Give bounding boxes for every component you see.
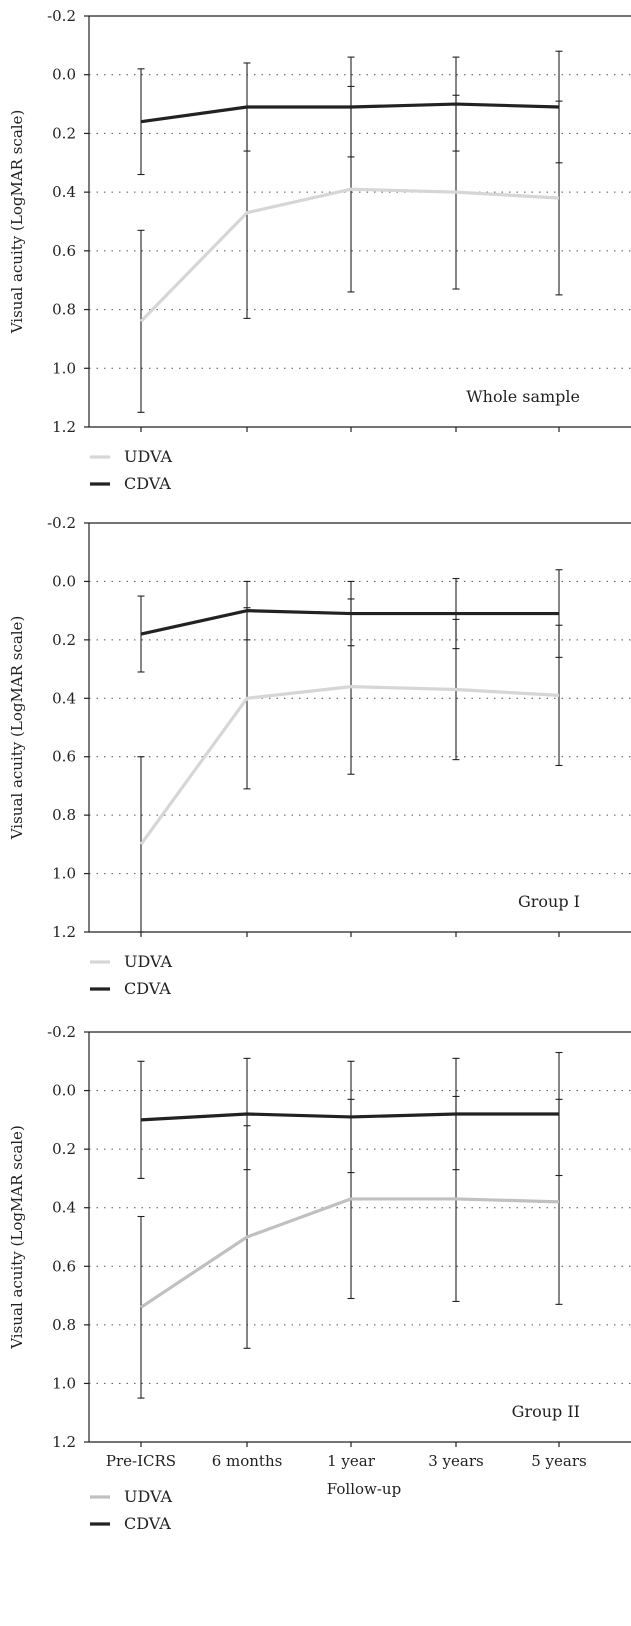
y-tick-label: 0.6 [52, 242, 76, 260]
y-tick-label: 0.2 [52, 1140, 76, 1158]
x-tick-label: Pre-ICRS [106, 1452, 176, 1470]
series-line-cdva [140, 102, 560, 124]
series-line-udva [139, 684, 560, 846]
y-tick-label: 1.0 [52, 359, 76, 377]
y-tick-label: 0.2 [52, 124, 76, 142]
y-tick-label: 1.2 [52, 1433, 76, 1451]
y-tick-label: 1.2 [52, 923, 76, 941]
panel-annotation: Group I [518, 892, 580, 911]
legend-label-cdva: CDVA [124, 1514, 171, 1533]
y-tick-label: 0.8 [52, 806, 76, 824]
y-tick-label: -0.2 [47, 1023, 76, 1041]
y-tick-label: 0.4 [52, 1199, 76, 1217]
y-tick-label: 1.0 [52, 865, 76, 883]
y-tick-label: 0.8 [52, 301, 76, 319]
series-line-cdva [140, 609, 559, 636]
y-axis-title: Visual acuity (LogMAR scale) [8, 616, 26, 841]
x-tick-label: 6 months [212, 1452, 283, 1470]
y-axis-title: Visual acuity (LogMAR scale) [8, 110, 26, 335]
series-udva [137, 85, 563, 413]
series-line-cdva [140, 1112, 559, 1122]
chart-panel-whole-sample: -0.2 0.0 0.2 0.4 0.6 0.8 1.0 1.2 Visual acuity (… [8, 7, 631, 493]
series-line-udva [139, 187, 560, 323]
y-tick-label: 0.0 [52, 572, 76, 590]
y-tick-label: 1.2 [52, 418, 76, 436]
legend-label-udva: UDVA [124, 952, 173, 971]
y-tick-label: -0.2 [47, 7, 76, 25]
x-tick-label: 5 years [531, 1452, 586, 1470]
panel-annotation: Group II [512, 1402, 580, 1421]
x-tick-label: 1 year [327, 1452, 376, 1470]
y-tick-label: 0.6 [52, 1257, 76, 1275]
panel-annotation: Whole sample [466, 387, 580, 406]
y-axis-title: Visual acuity (LogMAR scale) [8, 1125, 26, 1350]
chart-panel-group-ii: -0.2 0.0 0.2 0.4 0.6 0.8 1.0 1.2 Visual acuity (… [8, 1023, 631, 1533]
y-tick-label: 0.6 [52, 748, 76, 766]
y-tick-label: 0.0 [52, 66, 76, 84]
x-tick-label: 3 years [428, 1452, 483, 1470]
y-tick-label: 0.4 [52, 689, 76, 707]
series-udva [137, 598, 563, 933]
legend-label-cdva: CDVA [124, 979, 171, 998]
y-tick-label: 0.2 [52, 631, 76, 649]
y-tick-label: 0.4 [52, 183, 76, 201]
series-line-udva [140, 1197, 560, 1309]
y-tick-label: 0.8 [52, 1316, 76, 1334]
legend-label-udva: UDVA [124, 1487, 173, 1506]
legend-label-cdva: CDVA [124, 474, 171, 493]
y-tick-label: -0.2 [47, 514, 76, 532]
chart-panel-group-i: -0.2 0.0 0.2 0.4 0.6 0.8 1.0 1.2 Visual acuity (… [8, 514, 631, 998]
x-axis-title: Follow-up [327, 1480, 401, 1498]
legend-label-udva: UDVA [124, 447, 173, 466]
y-tick-label: 1.0 [52, 1374, 76, 1392]
y-tick-label: 0.0 [52, 1082, 76, 1100]
series-udva [137, 1095, 563, 1399]
